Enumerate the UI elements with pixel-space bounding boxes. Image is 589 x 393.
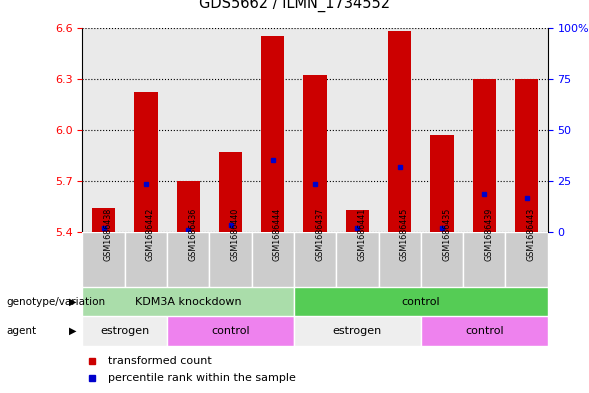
Text: GSM1686436: GSM1686436 bbox=[188, 208, 197, 261]
Text: GSM1686438: GSM1686438 bbox=[104, 208, 112, 261]
Bar bbox=[294, 316, 421, 346]
Bar bbox=[252, 232, 294, 287]
Text: GSM1686442: GSM1686442 bbox=[146, 208, 155, 261]
Text: GSM1686444: GSM1686444 bbox=[273, 208, 282, 261]
Bar bbox=[388, 31, 411, 232]
Bar bbox=[336, 28, 379, 232]
Bar bbox=[505, 232, 548, 287]
Text: control: control bbox=[465, 326, 504, 336]
Text: agent: agent bbox=[6, 326, 36, 336]
Text: percentile rank within the sample: percentile rank within the sample bbox=[108, 373, 296, 383]
Bar bbox=[82, 232, 125, 287]
Bar bbox=[82, 316, 167, 346]
Bar bbox=[134, 92, 157, 232]
Bar bbox=[167, 316, 294, 346]
Bar bbox=[209, 28, 252, 232]
Bar bbox=[82, 287, 294, 316]
Bar bbox=[177, 181, 200, 232]
Bar bbox=[505, 28, 548, 232]
Bar bbox=[125, 232, 167, 287]
Text: ▶: ▶ bbox=[69, 326, 77, 336]
Bar bbox=[209, 232, 252, 287]
Text: GDS5662 / ILMN_1734552: GDS5662 / ILMN_1734552 bbox=[199, 0, 390, 12]
Bar bbox=[346, 210, 369, 232]
Bar bbox=[421, 28, 463, 232]
Text: estrogen: estrogen bbox=[100, 326, 150, 336]
Bar bbox=[336, 232, 379, 287]
Text: GSM1686441: GSM1686441 bbox=[358, 208, 366, 261]
Bar bbox=[379, 232, 421, 287]
Bar bbox=[261, 36, 284, 232]
Bar bbox=[515, 79, 538, 232]
Bar bbox=[473, 79, 496, 232]
Text: GSM1686437: GSM1686437 bbox=[315, 208, 324, 261]
Bar bbox=[421, 232, 463, 287]
Text: GSM1686443: GSM1686443 bbox=[527, 208, 535, 261]
Text: estrogen: estrogen bbox=[333, 326, 382, 336]
Text: GSM1686439: GSM1686439 bbox=[484, 208, 494, 261]
Bar bbox=[82, 28, 125, 232]
Text: GSM1686440: GSM1686440 bbox=[230, 208, 240, 261]
Bar bbox=[294, 28, 336, 232]
Bar bbox=[294, 232, 336, 287]
Text: GSM1686435: GSM1686435 bbox=[442, 208, 451, 261]
Bar bbox=[294, 287, 548, 316]
Bar bbox=[125, 28, 167, 232]
Text: control: control bbox=[402, 297, 440, 307]
Bar bbox=[167, 28, 209, 232]
Bar bbox=[167, 232, 209, 287]
Bar bbox=[431, 135, 454, 232]
Text: KDM3A knockdown: KDM3A knockdown bbox=[135, 297, 241, 307]
Bar bbox=[252, 28, 294, 232]
Text: ▶: ▶ bbox=[69, 297, 77, 307]
Bar bbox=[92, 208, 115, 232]
Text: control: control bbox=[211, 326, 250, 336]
Bar bbox=[421, 316, 548, 346]
Text: transformed count: transformed count bbox=[108, 356, 212, 366]
Bar bbox=[379, 28, 421, 232]
Bar bbox=[463, 28, 505, 232]
Bar bbox=[463, 232, 505, 287]
Bar bbox=[219, 152, 242, 232]
Text: genotype/variation: genotype/variation bbox=[6, 297, 105, 307]
Text: GSM1686445: GSM1686445 bbox=[400, 208, 409, 261]
Bar bbox=[303, 75, 327, 232]
